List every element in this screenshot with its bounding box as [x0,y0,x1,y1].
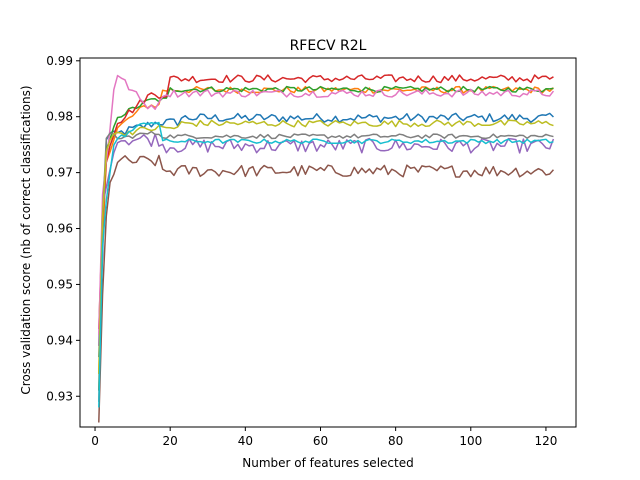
series-line-7 [98,74,555,335]
y-tick-label: 0.94 [46,333,73,347]
x-axis-label: Number of features selected [242,456,413,470]
x-tick-label: 60 [313,434,328,448]
series-line-5 [98,133,555,346]
series-line-6 [98,154,555,423]
series-line-3 [98,85,554,391]
x-tick-label: 40 [238,434,253,448]
y-tick-label: 0.95 [46,277,73,291]
x-axis: 0 20 40 60 80 100 120 [91,427,557,448]
plot-frame [79,57,577,428]
y-axis-label: Cross validation score (nb of correct cl… [19,85,33,394]
x-tick-label: 20 [163,434,178,448]
y-tick-label: 0.97 [46,166,73,180]
x-tick-label: 120 [534,434,557,448]
x-tick-label: 100 [459,434,482,448]
plot-area [98,74,555,423]
series-line-8 [98,130,554,402]
chart-title: RFECV R2L [290,38,367,54]
series-line-1 [98,112,554,358]
y-axis: 0.93 0.94 0.95 0.96 0.97 0.98 0.99 [46,54,80,403]
y-tick-label: 0.98 [46,110,73,124]
y-tick-label: 0.96 [46,222,73,236]
series-line-2 [98,85,554,374]
y-tick-label: 0.99 [46,54,73,68]
series-line-10 [98,121,554,408]
y-tick-label: 0.93 [46,389,73,403]
x-tick-label: 80 [388,434,403,448]
x-tick-label: 0 [91,434,99,448]
series-line-4 [98,74,554,330]
series-line-9 [98,119,554,374]
